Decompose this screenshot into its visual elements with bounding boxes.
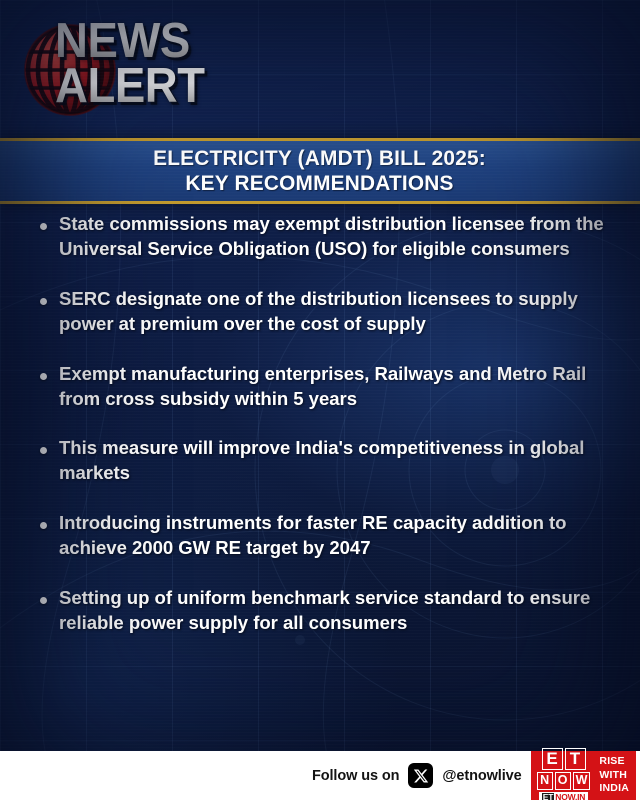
tagline-line-3: INDIA (599, 782, 629, 795)
etnow-letters-top: E T (541, 748, 586, 771)
recommendations-list: State commissions may exempt distributio… (0, 212, 640, 661)
list-item: Setting up of uniform benchmark service … (0, 586, 640, 636)
etnow-letters-bottom: N O W (536, 772, 591, 790)
bullet-dot-icon (40, 597, 47, 605)
list-item-text: Setting up of uniform benchmark service … (59, 587, 591, 633)
title-line-2: KEY RECOMMENDATIONS (185, 171, 455, 195)
bullet-dot-icon (40, 223, 47, 230)
list-item-text: Exempt manufacturing enterprises, Railwa… (59, 362, 587, 409)
etnow-tagline: RISE WITH INDIA (599, 751, 629, 800)
globe-icon (24, 24, 116, 116)
list-item: This measure will improve India's compet… (0, 436, 640, 486)
etnow-letter-w: W (572, 772, 591, 790)
list-item: Introducing instruments for faster RE ca… (0, 511, 640, 561)
x-twitter-icon[interactable] (408, 763, 434, 788)
bullet-dot-icon (40, 297, 47, 305)
bullet-dot-icon (40, 522, 47, 530)
tagline-line-2: WITH (599, 768, 628, 781)
list-item: State commissions may exempt distributio… (0, 212, 640, 262)
bullet-dot-icon (40, 372, 47, 380)
title-line-1: ELECTRICITY (AMDT) BILL 2025: (153, 145, 487, 170)
page-title: ELECTRICITY (AMDT) BILL 2025: KEY RECOMM… (154, 146, 487, 197)
etnow-url-suffix: NOW.IN (555, 791, 586, 800)
header: NEWS ALERT (0, 0, 640, 138)
etnow-url: ET NOW.IN (538, 791, 589, 800)
news-alert-logo: NEWS ALERT (55, 16, 216, 114)
etnow-letter-n: N (536, 772, 553, 790)
list-item: SERC designate one of the distribution l… (0, 287, 640, 337)
title-banner: ELECTRICITY (AMDT) BILL 2025: KEY RECOMM… (0, 138, 640, 204)
follow-us-label: Follow us on (311, 767, 400, 784)
social-handle[interactable]: @etnowlive (442, 767, 522, 784)
etnow-wordmark: E T N O W ET NOW.IN (536, 748, 600, 800)
etnow-url-prefix: ET (541, 791, 555, 800)
list-item-text: State commissions may exempt distributio… (59, 213, 604, 259)
footer: Follow us on @etnowlive E T N O W (0, 748, 640, 800)
list-item: Exempt manufacturing enterprises, Railwa… (0, 362, 640, 412)
tagline-line-1: RISE (599, 755, 625, 768)
etnow-logo[interactable]: E T N O W ET NOW.IN RISE WITH INDIA (530, 748, 636, 800)
follow-us-group: Follow us on @etnowlive (312, 763, 522, 788)
list-item-text: SERC designate one of the distribution l… (59, 287, 578, 334)
list-item-text: Introducing instruments for faster RE ca… (59, 512, 567, 559)
news-alert-line-2: ALERT (55, 59, 205, 114)
bullet-dot-icon (40, 447, 47, 455)
list-item-text: This measure will improve India's compet… (59, 437, 585, 484)
news-alert-line-1: NEWS (55, 16, 205, 65)
etnow-letter-o: O (554, 772, 571, 790)
etnow-letter-e: E (541, 748, 563, 771)
etnow-letter-t: T (564, 748, 586, 771)
